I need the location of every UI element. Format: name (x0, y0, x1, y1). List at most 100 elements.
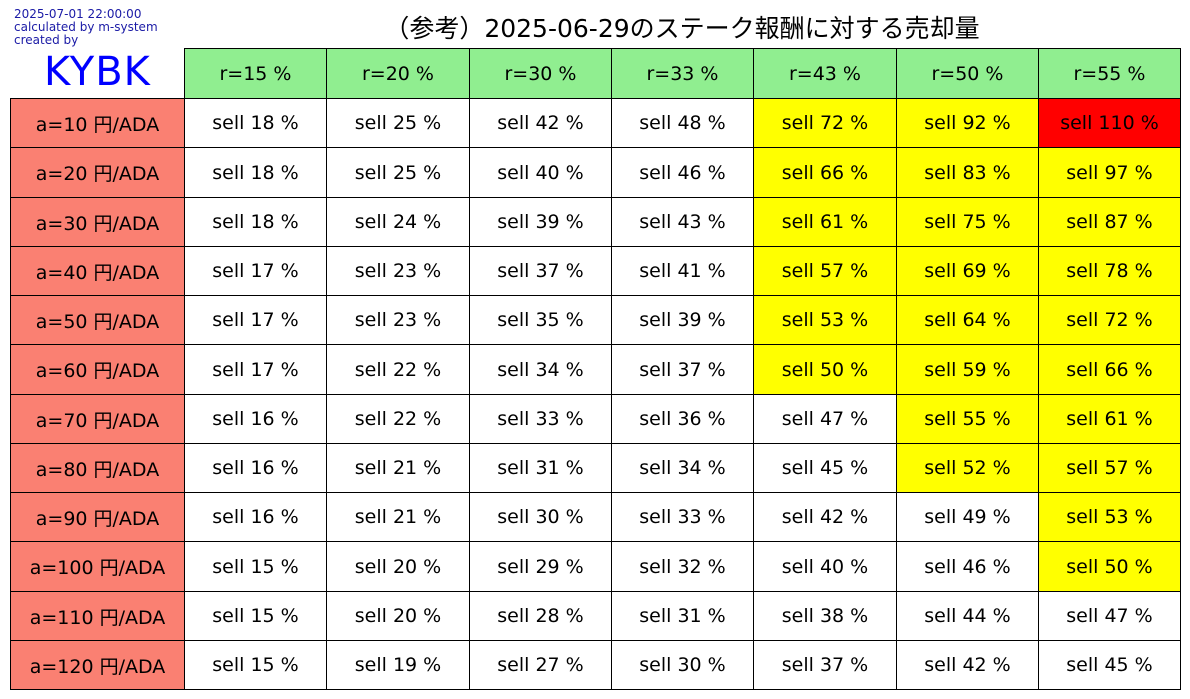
table-cell: sell 64 % (896, 295, 1039, 345)
table-cell: sell 17 % (184, 344, 327, 395)
table-cell: sell 27 % (469, 640, 612, 690)
table-cell: sell 19 % (326, 640, 470, 690)
table-cell: sell 22 % (326, 344, 470, 395)
row-header: a=10 円/ADA (10, 98, 185, 148)
column-header: r=33 % (611, 48, 754, 99)
table-cell: sell 33 % (611, 492, 754, 542)
table-cell: sell 30 % (469, 492, 612, 542)
table-cell: sell 16 % (184, 443, 327, 493)
table-cell: sell 36 % (611, 394, 754, 444)
table-cell: sell 35 % (469, 295, 612, 345)
table-cell: sell 46 % (896, 541, 1039, 592)
table-cell: sell 28 % (469, 591, 612, 641)
table-cell: sell 37 % (753, 640, 897, 690)
row-header: a=70 円/ADA (10, 394, 185, 444)
table-cell: sell 31 % (611, 591, 754, 641)
row-header: a=50 円/ADA (10, 295, 185, 345)
table-cell: sell 23 % (326, 295, 470, 345)
column-header: r=20 % (326, 48, 470, 99)
table-cell: sell 34 % (469, 344, 612, 395)
table-cell: sell 66 % (1038, 344, 1181, 395)
table-cell: sell 46 % (611, 147, 754, 198)
row-header: a=30 円/ADA (10, 197, 185, 247)
table-cell: sell 20 % (326, 591, 470, 641)
chart-title: （参考）2025-06-29のステーク報酬に対する売却量 (384, 14, 980, 43)
table-cell: sell 61 % (1038, 394, 1181, 444)
table-cell: sell 61 % (753, 197, 897, 247)
table-cell: sell 39 % (469, 197, 612, 247)
table-cell: sell 44 % (896, 591, 1039, 641)
table-cell: sell 32 % (611, 541, 754, 592)
table-cell: sell 15 % (184, 591, 327, 641)
table-cell: sell 41 % (611, 246, 754, 296)
table-cell: sell 42 % (469, 98, 612, 148)
table-cell: sell 33 % (469, 394, 612, 444)
table-cell: sell 75 % (896, 197, 1039, 247)
table-cell: sell 48 % (611, 98, 754, 148)
row-header: a=110 円/ADA (10, 591, 185, 641)
table-cell: sell 72 % (1038, 295, 1181, 345)
created-by: created by (14, 33, 79, 47)
table-cell: sell 17 % (184, 295, 327, 345)
table-cell: sell 34 % (611, 443, 754, 493)
table-cell: sell 23 % (326, 246, 470, 296)
table-cell: sell 92 % (896, 98, 1039, 148)
table-cell: sell 53 % (1038, 492, 1181, 542)
table-cell: sell 25 % (326, 98, 470, 148)
table-cell: sell 18 % (184, 147, 327, 198)
row-header: a=20 円/ADA (10, 147, 185, 198)
table-cell: sell 45 % (753, 443, 897, 493)
column-header: r=30 % (469, 48, 612, 99)
table-cell: sell 87 % (1038, 197, 1181, 247)
table-cell: sell 52 % (896, 443, 1039, 493)
table-cell: sell 47 % (753, 394, 897, 444)
table-cell: sell 42 % (896, 640, 1039, 690)
table-cell: sell 57 % (753, 246, 897, 296)
table-cell: sell 69 % (896, 246, 1039, 296)
table-cell: sell 25 % (326, 147, 470, 198)
table-cell: sell 18 % (184, 98, 327, 148)
column-header: r=43 % (753, 48, 897, 99)
row-header: a=90 円/ADA (10, 492, 185, 542)
row-header: a=60 円/ADA (10, 344, 185, 395)
table-cell: sell 22 % (326, 394, 470, 444)
column-header: r=55 % (1038, 48, 1181, 99)
table-cell: sell 45 % (1038, 640, 1181, 690)
table-cell: sell 40 % (753, 541, 897, 592)
table-cell: sell 20 % (326, 541, 470, 592)
table-cell: sell 16 % (184, 492, 327, 542)
column-header: r=50 % (896, 48, 1039, 99)
table-cell: sell 38 % (753, 591, 897, 641)
table-cell: sell 57 % (1038, 443, 1181, 493)
table-cell: sell 31 % (469, 443, 612, 493)
table-cell: sell 21 % (326, 492, 470, 542)
row-header: a=120 円/ADA (10, 640, 185, 690)
table-cell: sell 24 % (326, 197, 470, 247)
table-cell: sell 72 % (753, 98, 897, 148)
table-cell: sell 40 % (469, 147, 612, 198)
table-cell: sell 17 % (184, 246, 327, 296)
table-cell: sell 43 % (611, 197, 754, 247)
table-cell: sell 59 % (896, 344, 1039, 395)
table-cell: sell 37 % (611, 344, 754, 395)
table-cell: sell 110 % (1038, 98, 1181, 148)
calculated-by: calculated by m-system (14, 20, 158, 34)
table-cell: sell 66 % (753, 147, 897, 198)
table-cell: sell 21 % (326, 443, 470, 493)
table-cell: sell 55 % (896, 394, 1039, 444)
table-cell: sell 15 % (184, 640, 327, 690)
table-cell: sell 37 % (469, 246, 612, 296)
table-cell: sell 50 % (1038, 541, 1181, 592)
logo-text: KYBK (44, 49, 151, 95)
row-header: a=40 円/ADA (10, 246, 185, 296)
table-cell: sell 29 % (469, 541, 612, 592)
row-header: a=100 円/ADA (10, 541, 185, 592)
calculation-info: 2025-07-01 22:00:00 calculated by m-syst… (14, 8, 158, 47)
table-cell: sell 18 % (184, 197, 327, 247)
table-cell: sell 42 % (753, 492, 897, 542)
table-cell: sell 16 % (184, 394, 327, 444)
column-header: r=15 % (184, 48, 327, 99)
table-cell: sell 53 % (753, 295, 897, 345)
timestamp: 2025-07-01 22:00:00 (14, 7, 142, 21)
table-cell: sell 97 % (1038, 147, 1181, 198)
